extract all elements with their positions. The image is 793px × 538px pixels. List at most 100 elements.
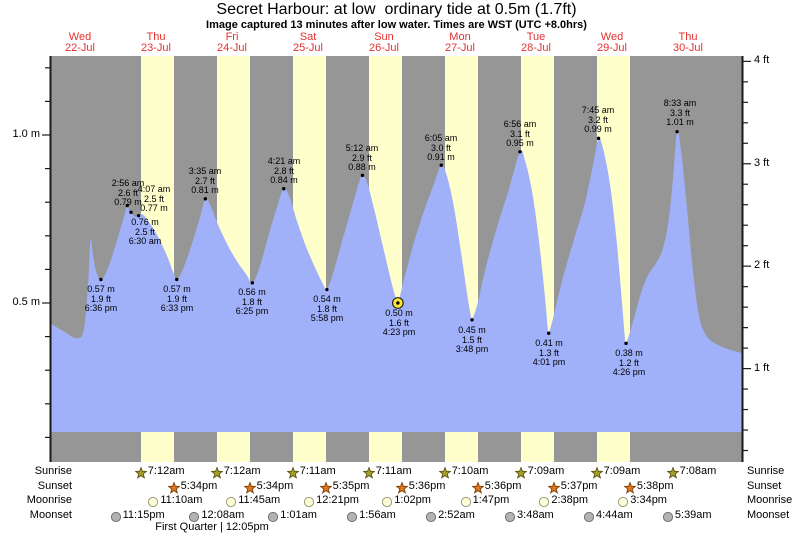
row-label-moonrise-right: Moonrise [747,494,793,506]
sunrise-time: 7:10am [451,465,489,477]
sunrise-time: 7:09am [527,465,565,477]
day-label: Thu 30-Jul [656,32,720,54]
tide-label-line: 2.8 ft [273,165,294,176]
right-axis-label: 3 ft [754,156,770,169]
daylight-band [368,56,402,462]
day-name: Mon [449,31,471,43]
tide-label-line: 0.88 m [348,162,376,172]
moonrise-circle-icon [147,495,159,513]
high-tide-label: 7:45 am 3.2 ft 0.99 m [566,105,630,135]
moonset-time: 4:44am [595,509,633,521]
low-tide-label: 0.41 m 1.3 ft 4:01 pm [517,338,581,368]
sunset-time: 5:35pm [332,480,370,492]
day-name: Thu [678,31,698,43]
tide-label-line: 0.50 m [385,308,413,318]
tide-label-line: 0.41 m [535,338,563,348]
daylight-band [292,56,326,462]
tide-label-line: 2.5 ft [143,193,164,204]
day-date: 30-Jul [673,42,703,54]
sunrise-star-icon [362,465,376,484]
day-date: 29-Jul [597,42,627,54]
tide-label-line: 6:25 pm [235,306,269,316]
sunrise-star-icon [134,465,148,484]
moonset-time: 1:01am [280,509,317,521]
low-tide-label: 0.50 m 1.6 ft 4:23 pm [367,308,431,338]
moonset-circle-icon [188,510,200,528]
day-name: Sun [374,31,394,43]
moonset-circle-icon [110,510,122,528]
sunrise-time: 7:11am [299,465,336,477]
sunset-star-icon [166,480,181,499]
tide-label-line: 6:56 am [503,119,537,129]
plot-area [50,56,743,462]
tide-label-line: 2:56 am [111,178,145,188]
tide-label-line: 8:33 am [663,98,697,108]
right-axis-label: 4 ft [754,54,770,67]
row-label-sunrise-right: Sunrise [747,465,785,477]
row-label-moonset-left: Moonset [29,509,72,521]
tide-label-line: 1.9 ft [90,293,111,304]
moonrise-circle-icon [617,495,629,513]
day-label: Sun 26-Jul [352,32,416,54]
tide-label-line: 3.3 ft [669,107,690,118]
moon-phase-label: First Quarter | 12:05pm [155,521,269,533]
sunrise-time: 7:12am [223,465,261,477]
high-tide-label: 4:07 am 2.5 ft 0.77 m [122,184,186,214]
day-date: 27-Jul [445,42,475,54]
tide-label-line: 1.2 ft [618,357,639,368]
daylight-band [140,56,174,462]
tide-label-line: 0.54 m [313,294,341,304]
tide-label-line: 1.8 ft [241,296,262,307]
tide-label-line: 4:21 am [267,156,301,166]
sunrise-star-icon [514,465,528,484]
low-tide-label: 0.76 m 2.5 ft 6:30 am [113,217,177,247]
low-tide-label: 0.57 m 1.9 ft 6:33 pm [145,284,209,314]
low-tide-label: 0.45 m 1.5 ft 3:48 pm [440,325,504,355]
tide-label-line: 5:12 am [345,143,379,153]
sunrise-time: 7:09am [603,465,641,477]
moonset-time: 3:48am [517,509,554,521]
moonset-circle-icon [425,510,437,528]
sunrise-time: 7:08am [679,465,717,477]
day-name: Tue [526,31,546,43]
tide-label-line: 0.45 m [458,325,486,335]
row-label-moonset-right: Moonset [747,509,790,521]
sunrise-time: 7:12am [147,465,185,477]
tide-label-line: 0.81 m [191,185,219,195]
tide-label-line: 0.76 m [131,217,159,227]
low-tide-label: 0.38 m 1.2 ft 4:26 pm [597,348,661,378]
daylight-band [520,56,554,462]
day-name: Wed [68,31,92,43]
moonrise-circle-icon [460,495,472,513]
tide-label-line: 0.38 m [615,348,643,358]
high-tide-label: 5:12 am 2.9 ft 0.88 m [330,143,394,173]
sunset-time: 5:37pm [560,480,598,492]
high-tide-label: 3:35 am 2.7 ft 0.81 m [173,166,237,196]
moonset-circle-icon [583,510,595,528]
tide-label-line: 4:07 am [137,184,171,194]
sunrise-time: 7:11am [375,465,412,477]
tide-label-line: 2.9 ft [351,152,372,163]
moonset-circle-icon [267,510,279,528]
sunset-star-icon [242,480,257,499]
tide-label-line: 0.79 m [114,197,142,207]
moonset-time: 2:52am [438,509,475,521]
sunrise-star-icon [590,465,604,484]
daylight-band [444,56,478,462]
left-axis-label: 0.5 m [12,296,40,308]
moonset-circle-icon [662,510,674,528]
tide-label-line: 4:01 pm [532,357,566,367]
tide-label-line: 3:35 am [188,166,222,176]
tide-label-line: 1.5 ft [461,334,482,345]
moonset-time: 5:39am [674,509,712,521]
sunset-time: 5:38pm [636,480,674,492]
high-tide-label: 4:21 am 2.8 ft 0.84 m [252,156,316,186]
moonrise-time: 12:21pm [316,494,359,506]
moonrise-time: 2:38pm [551,494,589,506]
daylight-band [216,56,250,462]
high-tide-label: 6:05 am 3.0 ft 0.91 m [409,133,473,163]
sunset-star-icon [623,480,637,499]
row-label-moonrise-left: Moonrise [26,494,72,506]
tide-label-line: 0.57 m [87,284,115,294]
